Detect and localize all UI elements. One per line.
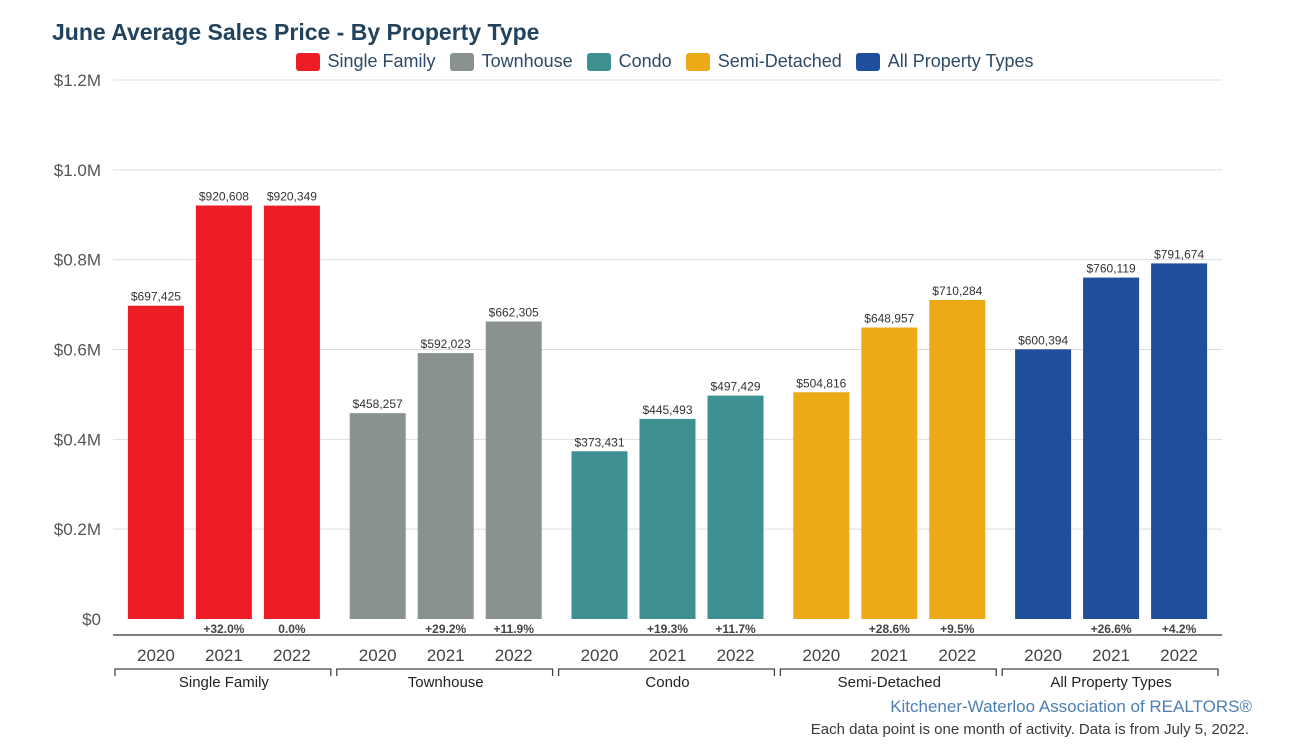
legend-swatch [855, 52, 880, 71]
change-label: +26.6% [1091, 622, 1132, 636]
group-bracket [779, 668, 997, 676]
change-label: +11.7% [715, 622, 756, 636]
data-label: $504,816 [796, 376, 846, 390]
x-tick-label: 2022 [273, 646, 311, 665]
legend-item-all-property-types[interactable]: All Property Types [855, 51, 1034, 72]
x-tick-label: 2020 [802, 646, 840, 665]
bar [707, 395, 764, 619]
group-label: Single Family [179, 674, 270, 691]
legend-item-townhouse[interactable]: Townhouse [449, 51, 573, 72]
data-label: $445,493 [642, 403, 692, 417]
data-label: $458,257 [353, 397, 403, 411]
legend-label: Single Family [327, 51, 436, 71]
group-label: Semi-Detached [838, 674, 941, 691]
legend-label: All Property Types [887, 51, 1034, 71]
x-tick-label: 2021 [427, 646, 465, 665]
x-tick-label: 2022 [938, 646, 976, 665]
bar [929, 299, 986, 619]
group-bracket [114, 668, 332, 676]
chart-title: June Average Sales Price - By Property T… [52, 19, 540, 45]
legend-swatch [685, 52, 710, 71]
group-label: Townhouse [408, 674, 484, 691]
x-tick-label: 2020 [581, 646, 619, 665]
change-label: +4.2% [1162, 622, 1197, 636]
data-label: $662,305 [489, 306, 539, 320]
legend-item-condo[interactable]: Condo [586, 51, 672, 72]
bar [349, 413, 406, 619]
data-label: $760,119 [1087, 262, 1136, 276]
data-label: $697,425 [131, 290, 181, 304]
y-tick-label: $0.8M [54, 251, 101, 270]
x-tick-label: 2020 [1024, 646, 1062, 665]
legend-label: Townhouse [481, 51, 573, 71]
group-bracket [1001, 668, 1219, 676]
legend-swatch [586, 52, 611, 71]
group-label: All Property Types [1050, 674, 1171, 691]
change-label: +28.6% [869, 622, 910, 636]
y-tick-label: $0.2M [54, 520, 101, 539]
bar [417, 353, 474, 619]
x-tick-label: 2020 [137, 646, 175, 665]
group-bracket [557, 668, 776, 676]
y-tick-label: $0.6M [54, 341, 101, 360]
x-tick-label: 2022 [495, 646, 533, 665]
change-label: +29.2% [425, 622, 466, 636]
data-label: $791,674 [1154, 247, 1204, 261]
group-bracket [336, 668, 554, 676]
bar [1151, 263, 1208, 619]
x-tick-label: 2021 [205, 646, 243, 665]
bar [1015, 349, 1072, 619]
bar [485, 321, 542, 619]
legend: Single Family Townhouse Condo Semi-Detac… [0, 51, 1299, 72]
bar [639, 418, 696, 619]
change-label: +11.9% [494, 622, 535, 636]
data-label: $648,957 [864, 312, 914, 326]
data-note: Each data point is one month of activity… [810, 721, 1249, 738]
bar [793, 392, 850, 619]
legend-item-semi-detached[interactable]: Semi-Detached [685, 51, 842, 72]
bar [1083, 277, 1140, 619]
y-tick-label: $0.4M [54, 430, 101, 449]
data-label: $592,023 [421, 337, 471, 351]
y-tick-label: $1.0M [54, 161, 101, 180]
bar [127, 305, 184, 619]
change-label: +32.0% [203, 622, 244, 636]
bar [195, 205, 252, 619]
data-label: $600,394 [1018, 333, 1068, 347]
legend-swatch [295, 52, 320, 71]
legend-label: Condo [618, 51, 672, 71]
data-label: $497,429 [710, 380, 760, 394]
legend-item-single-family[interactable]: Single Family [295, 51, 436, 72]
x-tick-label: 2021 [1092, 646, 1130, 665]
x-tick-label: 2020 [359, 646, 397, 665]
bar [263, 205, 320, 619]
source-credit: Kitchener-Waterloo Association of REALTO… [890, 697, 1252, 716]
change-label: +19.3% [647, 622, 688, 636]
bar [571, 451, 628, 619]
x-tick-label: 2021 [649, 646, 687, 665]
legend-swatch [449, 52, 474, 71]
data-label: $920,349 [267, 190, 317, 204]
bar [861, 327, 918, 619]
change-label: +9.5% [940, 622, 975, 636]
legend-label: Semi-Detached [717, 51, 842, 71]
change-label: 0.0% [278, 622, 306, 636]
y-tick-label: $1.2M [54, 71, 101, 90]
data-label: $710,284 [932, 284, 982, 298]
x-tick-label: 2022 [717, 646, 755, 665]
y-tick-label: $0 [82, 610, 101, 629]
data-label: $373,431 [574, 435, 624, 449]
group-label: Condo [645, 674, 689, 691]
x-tick-label: 2021 [870, 646, 908, 665]
data-label: $920,608 [199, 189, 249, 203]
x-tick-label: 2022 [1160, 646, 1198, 665]
